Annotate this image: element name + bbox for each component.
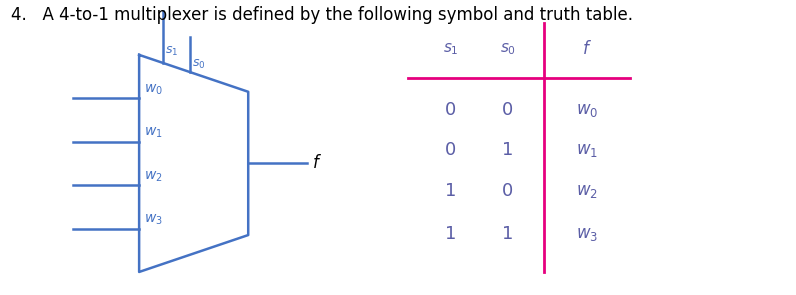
Text: $s_1$: $s_1$ bbox=[165, 45, 178, 58]
Text: $w_{2}$: $w_{2}$ bbox=[144, 169, 162, 184]
Text: $s_0$: $s_0$ bbox=[500, 41, 516, 57]
Text: 1: 1 bbox=[502, 225, 513, 243]
Text: 0: 0 bbox=[502, 182, 513, 200]
Text: $w_{0}$: $w_{0}$ bbox=[576, 101, 599, 119]
Text: $w_{3}$: $w_{3}$ bbox=[144, 213, 162, 227]
Text: $s_0$: $s_0$ bbox=[192, 58, 205, 71]
Text: $w_{3}$: $w_{3}$ bbox=[576, 225, 599, 243]
Text: 1: 1 bbox=[502, 141, 513, 159]
Text: $s_1$: $s_1$ bbox=[443, 41, 458, 57]
Text: $f$: $f$ bbox=[582, 40, 592, 58]
Text: $w_{2}$: $w_{2}$ bbox=[576, 182, 598, 200]
Text: 4.   A 4-to-1 multiplexer is defined by the following symbol and truth table.: 4. A 4-to-1 multiplexer is defined by th… bbox=[10, 6, 633, 24]
Text: $w_{0}$: $w_{0}$ bbox=[144, 82, 162, 97]
Text: $f$: $f$ bbox=[312, 154, 322, 172]
Text: $w_{1}$: $w_{1}$ bbox=[576, 141, 598, 159]
Text: 1: 1 bbox=[445, 225, 456, 243]
Text: 0: 0 bbox=[445, 101, 456, 119]
Text: 0: 0 bbox=[502, 101, 513, 119]
Text: 0: 0 bbox=[445, 141, 456, 159]
Text: 1: 1 bbox=[445, 182, 456, 200]
Text: $w_{1}$: $w_{1}$ bbox=[144, 126, 162, 140]
